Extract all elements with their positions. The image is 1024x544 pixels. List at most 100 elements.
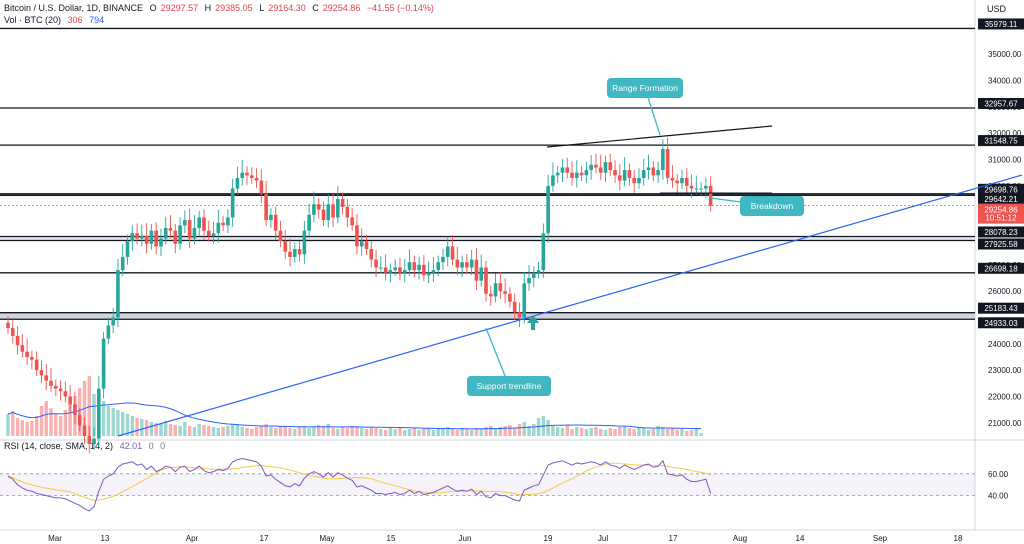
candle-body (39, 370, 44, 376)
volume-bar (465, 429, 469, 436)
candle-body (92, 438, 96, 444)
x-tick-label: 19 (544, 534, 553, 543)
candle-body (527, 278, 531, 284)
candle-body (383, 267, 388, 273)
candle-body (259, 180, 264, 194)
candle-body (618, 175, 622, 181)
volume-bar (441, 428, 445, 436)
volume-bar (398, 427, 402, 436)
candle-body (656, 170, 660, 176)
candle-body (216, 222, 221, 234)
volume-bar (240, 427, 244, 436)
candle-body (555, 172, 560, 176)
volume-bar (527, 426, 531, 436)
volume-bar (183, 422, 187, 436)
rsi-extra-1: 0 (148, 441, 154, 451)
candle-body (54, 385, 58, 389)
candle-body (101, 338, 106, 389)
rsi-band (0, 473, 975, 496)
x-tick-label: 13 (101, 534, 110, 543)
volume-bar (599, 429, 603, 436)
candle-body (570, 172, 574, 178)
volume-bar (317, 425, 321, 436)
candle-body (302, 230, 307, 255)
low-label: L (259, 3, 265, 13)
symbol-title[interactable]: Bitcoin / U.S. Dollar, 1D, BINANCE (4, 3, 144, 13)
candle-body (135, 233, 139, 239)
candle-body (144, 235, 149, 244)
level-label: 24933.03 (984, 319, 1018, 328)
currency-label[interactable]: USD (986, 4, 1006, 14)
volume-bar (326, 424, 330, 436)
volume-bar (211, 427, 216, 436)
volume-bar (517, 424, 522, 436)
candle-body (235, 177, 240, 189)
volume-bar (498, 427, 503, 436)
candle-body (226, 217, 230, 226)
volume-bar (187, 426, 192, 436)
y-tick-label: 21000.00 (988, 419, 1022, 428)
candle-body (202, 217, 206, 231)
candle-body (331, 204, 335, 218)
candle-body (87, 436, 92, 444)
candle-body (273, 214, 278, 231)
volume-bar (197, 424, 201, 436)
volume-bar (556, 427, 560, 436)
candle-body (163, 228, 168, 239)
level-label: 35979.11 (985, 20, 1018, 29)
volume-bar (422, 429, 426, 436)
volume-bar (168, 424, 173, 436)
candle-body (474, 259, 479, 281)
candle-body (293, 249, 297, 257)
volume-bar (360, 428, 364, 436)
volume-bar (63, 410, 68, 436)
candle-body (622, 170, 627, 181)
volume-bar (637, 427, 641, 436)
rsi-line (7, 458, 712, 512)
rsi-tick-label: 40.00 (988, 492, 1009, 501)
volume-bar (532, 424, 536, 436)
volume-bar (92, 394, 96, 436)
volume-bar (116, 410, 120, 436)
candle-body (254, 177, 259, 181)
volume-bar (312, 427, 316, 436)
level-label-bg (978, 302, 1024, 314)
range-formation-callout-text: Range Formation (612, 83, 678, 93)
volume-bar (493, 428, 498, 436)
candle-body (584, 170, 589, 176)
candle-body (125, 241, 130, 257)
volume-label[interactable]: Vol · BTC (20) (4, 15, 62, 25)
candle-body (211, 233, 216, 236)
volume-bar (479, 429, 483, 436)
level-label: 28078.23 (984, 228, 1018, 237)
open-value: 29297.57 (160, 3, 199, 13)
volume-bar (675, 430, 679, 436)
rsi-extra-2: 0 (160, 441, 166, 451)
volume-bar (474, 428, 479, 436)
high-label: H (204, 3, 212, 13)
candle-body (63, 391, 68, 397)
candle-body (336, 199, 340, 218)
volume-bar (603, 430, 608, 436)
candle-body (551, 175, 555, 186)
support-trendline-callout-text: Support trendline (477, 381, 542, 391)
volume-bar (575, 427, 579, 436)
candle-body (240, 172, 245, 178)
level-label-bg (978, 183, 1024, 195)
volume-bar (302, 426, 307, 436)
level-label: 31548.75 (984, 137, 1018, 146)
candle-body (575, 172, 579, 178)
candle-body (508, 293, 512, 302)
level-label: 32957.67 (984, 100, 1018, 109)
rsi-label[interactable]: RSI (14, close, SMA, 14, 2) (4, 441, 114, 451)
volume-bar (87, 376, 91, 436)
volume-bar (656, 426, 660, 436)
candle-body (34, 359, 39, 371)
volume-bar (403, 430, 407, 436)
candle-body (6, 322, 10, 329)
volume-bar (412, 428, 416, 436)
volume-bar (685, 431, 689, 436)
candle-body (689, 185, 694, 189)
candle-body (245, 172, 249, 176)
